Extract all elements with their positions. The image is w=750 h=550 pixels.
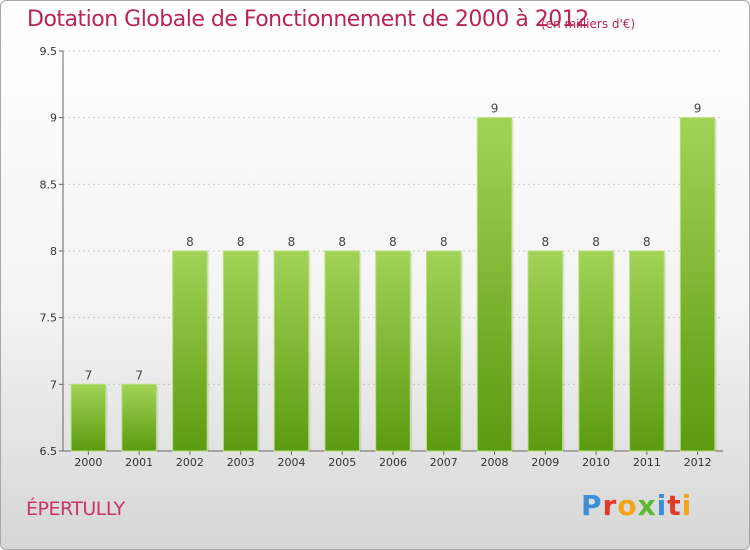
location-name: ÉPERTULLY [26, 498, 125, 520]
bar [324, 250, 360, 452]
x-tick-label: 2012 [684, 456, 712, 469]
x-tick-label: 2008 [481, 456, 509, 469]
data-label: 8 [288, 235, 296, 249]
labels: 6.5 7 7.5 8 8.5 9 9.5 7 2000 7 2001 8 2002 8 2003 8 2004… [40, 45, 712, 469]
x-tick-label: 2000 [74, 456, 102, 469]
y-tick-label: 7 [50, 378, 57, 391]
data-label: 8 [186, 235, 194, 249]
logo-letter: i [681, 489, 693, 522]
data-label: 9 [491, 102, 499, 116]
logo-letter: r [602, 489, 618, 522]
bar [679, 117, 716, 452]
data-label: 8 [643, 235, 651, 249]
y-tick-label: 6.5 [40, 445, 58, 458]
data-label: 8 [440, 235, 448, 249]
x-tick-label: 2010 [582, 456, 610, 469]
data-label: 8 [541, 235, 549, 249]
data-label: 8 [237, 235, 245, 249]
data-label: 7 [85, 368, 93, 382]
data-label: 7 [135, 368, 143, 382]
y-tick-label: 7.5 [40, 312, 58, 325]
bars [70, 117, 717, 452]
x-tick-label: 2004 [277, 456, 305, 469]
bar [222, 250, 259, 452]
logo-letter: t [667, 489, 682, 522]
y-tick-label: 9 [50, 112, 57, 125]
x-tick-label: 2005 [328, 456, 356, 469]
bar [527, 250, 564, 452]
bar [629, 250, 665, 452]
x-tick-label: 2006 [379, 456, 407, 469]
bar [375, 250, 411, 452]
logo-letter: i [656, 489, 668, 522]
logo-letter: o [617, 489, 638, 522]
data-label: 9 [694, 102, 702, 116]
data-label: 8 [592, 235, 600, 249]
logo-letter: x [637, 489, 657, 522]
x-tick-label: 2011 [633, 456, 661, 469]
bar [172, 250, 208, 452]
bar [578, 250, 614, 452]
data-label: 8 [389, 235, 397, 249]
x-tick-label: 2007 [430, 456, 458, 469]
chart-title: Dotation Globale de Fonctionnement de 20… [27, 7, 589, 32]
x-tick-label: 2001 [125, 456, 153, 469]
bar [426, 250, 462, 452]
y-tick-label: 8.5 [40, 178, 58, 191]
logo-letter: P [581, 489, 603, 522]
x-tick-label: 2002 [176, 456, 204, 469]
x-tick-label: 2003 [227, 456, 255, 469]
bar [70, 383, 107, 452]
proxiti-logo[interactable]: Proxiti [581, 489, 692, 522]
bar [476, 117, 513, 452]
bar [121, 383, 157, 452]
data-label: 8 [338, 235, 346, 249]
y-tick-label: 9.5 [40, 45, 58, 58]
x-tick-label: 2009 [531, 456, 559, 469]
y-tick-label: 8 [50, 245, 57, 258]
bar [273, 250, 310, 452]
chart-subtitle: (en milliers d'€) [541, 17, 636, 31]
